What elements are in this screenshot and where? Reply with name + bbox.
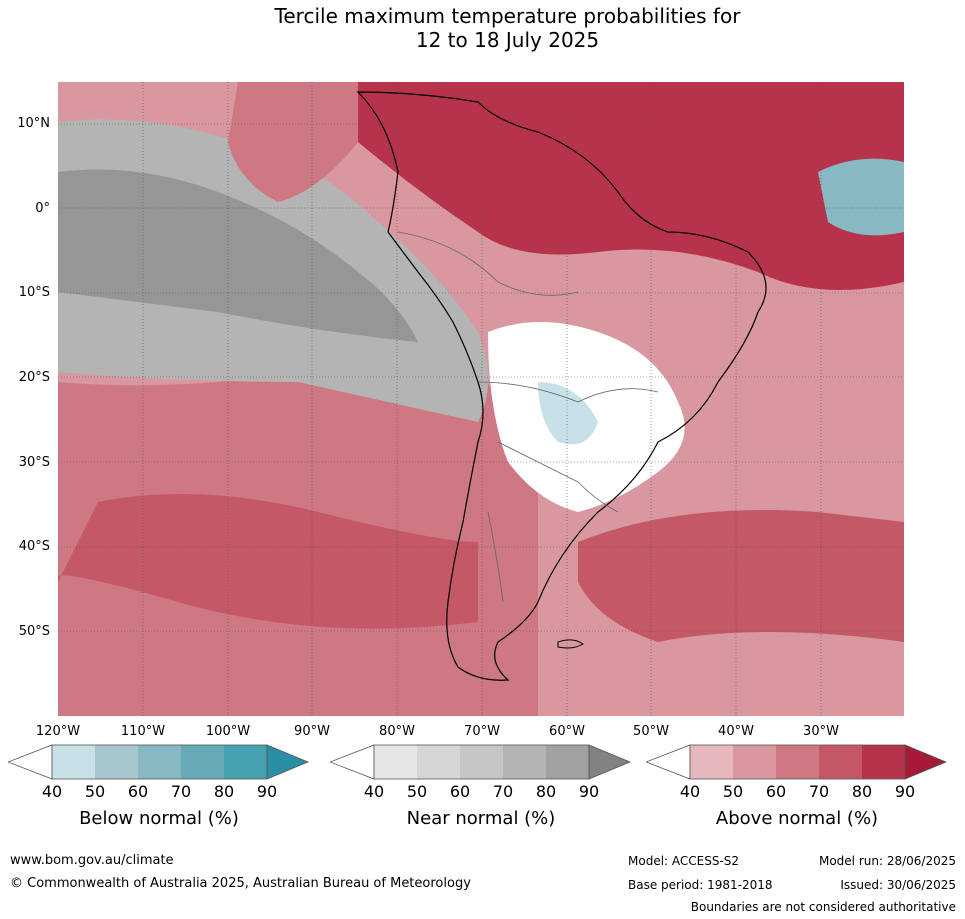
lon-label-100w: 100°W: [205, 724, 251, 739]
colorbar-below-swatch-5: [224, 745, 267, 779]
lat-label-20s: 20°S: [18, 370, 50, 385]
footer-base-period: Base period: 1981-2018: [628, 878, 773, 892]
footer-model-run: Model run: 28/06/2025: [818, 854, 956, 868]
title-line-2: 12 to 18 July 2025: [415, 28, 600, 52]
graticule: [58, 82, 904, 716]
colorbar-near-swatch-1: [374, 745, 417, 779]
lon-label-40w: 40°W: [718, 724, 754, 739]
probability-map: [55, 82, 904, 716]
colorbar-near-tick: 70: [492, 782, 514, 801]
region-below-normal-atlantic: [818, 158, 904, 236]
colorbar-below-title: Below normal (%): [79, 808, 239, 829]
lon-label-70w: 70°W: [464, 724, 500, 739]
colorbar-near-title: Near normal (%): [406, 808, 556, 829]
colorbar-near-normal: [330, 744, 632, 780]
colorbar-near-swatch-5: [546, 745, 589, 779]
colorbar-above-swatch-3: [776, 745, 819, 779]
lon-label-80w: 80°W: [379, 724, 415, 739]
colorbar-near-swatch-2: [417, 745, 460, 779]
colorbar-near-tick: 60: [449, 782, 471, 801]
colorbar-near-swatch-3: [460, 745, 503, 779]
colorbar-below-tick: 40: [41, 782, 63, 801]
falkland-islands: [557, 639, 584, 649]
lat-label-40s: 40°S: [18, 539, 50, 554]
footer-website: www.bom.gov.au/climate: [10, 853, 174, 868]
colorbar-above-swatch-1: [690, 745, 733, 779]
region-above-90-north: [358, 82, 904, 290]
colorbar-below-tick: 90: [256, 782, 278, 801]
colorbar-below-swatch-3: [138, 745, 181, 779]
colorbar-below-frame: [51, 744, 268, 780]
colorbar-near-low-arrow: [330, 744, 375, 780]
colorbar-above-tick: 80: [851, 782, 873, 801]
map-canvas: [55, 82, 904, 716]
colorbar-above-tick: 40: [679, 782, 701, 801]
lon-label-50w: 50°W: [633, 724, 669, 739]
colorbar-below-high-arrow: [266, 744, 310, 780]
country-borders: [397, 231, 659, 603]
title-line-1: Tercile maximum temperature probabilitie…: [274, 4, 741, 28]
colorbar-above-tick: 50: [722, 782, 744, 801]
colorbar-above-tick: 90: [894, 782, 916, 801]
lon-label-60w: 60°W: [549, 724, 585, 739]
colorbar-below-swatch-1: [52, 745, 95, 779]
colorbar-below-tick: 50: [84, 782, 106, 801]
colorbar-above-swatch-5: [862, 745, 905, 779]
lat-label-10s: 10°S: [18, 285, 50, 300]
colorbar-above-swatch-2: [733, 745, 776, 779]
colorbar-below-tick: 60: [127, 782, 149, 801]
lat-label-30s: 30°S: [18, 455, 50, 470]
colorbar-above-low-arrow: [646, 744, 691, 780]
colorbar-above-tick: 60: [765, 782, 787, 801]
colorbar-below-tick: 70: [170, 782, 192, 801]
south-america-coastline: [356, 91, 767, 681]
colorbar-near-tick: 80: [535, 782, 557, 801]
colorbar-above-swatch-4: [819, 745, 862, 779]
colorbar-above-tick: 70: [808, 782, 830, 801]
region-above-80-southwest: [55, 494, 478, 629]
colorbar-below-swatch-2: [95, 745, 138, 779]
lat-label-0: 0°: [35, 201, 50, 216]
colorbar-above-title: Above normal (%): [715, 808, 879, 829]
region-below-normal-land: [538, 382, 598, 445]
footer-copyright: © Commonwealth of Australia 2025, Austra…: [10, 876, 471, 891]
lat-label-50s: 50°S: [18, 624, 50, 639]
map-title: Tercile maximum temperature probabilitie…: [0, 4, 965, 52]
lon-label-30w: 30°W: [803, 724, 839, 739]
colorbar-below-normal: [8, 744, 310, 780]
region-above-70-north: [228, 82, 358, 202]
lon-label-90w: 90°W: [294, 724, 330, 739]
colorbar-below-swatch-4: [181, 745, 224, 779]
colorbar-near-swatch-4: [503, 745, 546, 779]
footer-disclaimer: Boundaries are not considered authoritat…: [690, 900, 956, 914]
colorbar-near-tick: 90: [578, 782, 600, 801]
region-near-normal-strong: [58, 169, 418, 342]
colorbar-near-frame: [373, 744, 590, 780]
colorbar-near-high-arrow: [588, 744, 632, 780]
colorbar-above-normal: [646, 744, 948, 780]
footer-issued: Issued: 30/06/2025: [840, 878, 956, 892]
colorbar-below-tick: 80: [213, 782, 235, 801]
lat-label-10n: 10°N: [17, 116, 50, 131]
lon-label-110w: 110°W: [120, 724, 166, 739]
lon-label-120w: 120°W: [35, 724, 81, 739]
footer-model: Model: ACCESS-S2: [628, 854, 740, 868]
region-above-80-southeast: [578, 510, 904, 642]
colorbar-near-tick: 40: [363, 782, 385, 801]
colorbar-near-tick: 50: [406, 782, 428, 801]
colorbar-above-high-arrow: [904, 744, 948, 780]
colorbar-below-low-arrow: [8, 744, 53, 780]
colorbar-above-frame: [689, 744, 906, 780]
